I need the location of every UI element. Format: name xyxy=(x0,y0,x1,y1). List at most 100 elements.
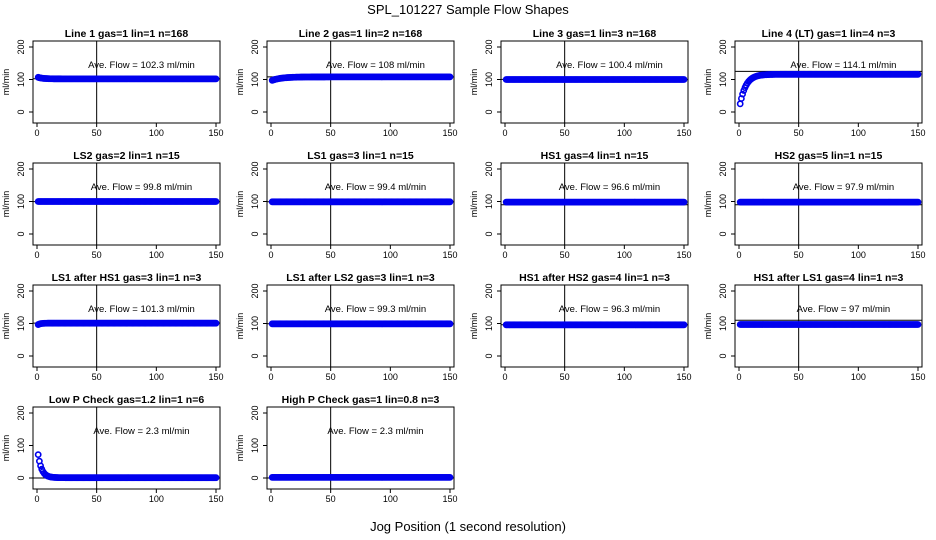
data-points xyxy=(268,73,454,84)
plot-frame xyxy=(32,162,221,246)
x-tick-label: 50 xyxy=(326,250,336,260)
y-tick-label: 0 xyxy=(16,475,26,480)
panel: LS1 after HS1 gas=3 lin=1 n=3 0 50 100 150 0 1… xyxy=(1,272,224,382)
x-tick-label: 50 xyxy=(92,128,102,138)
data-point xyxy=(212,198,220,205)
data-points xyxy=(736,70,922,108)
data-point xyxy=(914,321,922,328)
x-tick-label: 0 xyxy=(736,250,741,260)
x-tick-label: 50 xyxy=(794,372,804,382)
x-tick-label: 100 xyxy=(617,372,632,382)
x-tick-label: 150 xyxy=(442,250,457,260)
y-tick-label: 100 xyxy=(718,72,728,87)
panel-title: Line 2 gas=1 lin=2 n=168 xyxy=(299,28,423,40)
y-axis-label: ml/min xyxy=(703,313,713,340)
data-points xyxy=(268,320,454,328)
data-point xyxy=(736,100,744,108)
y-axis-label: ml/min xyxy=(703,191,713,218)
x-tick-label: 0 xyxy=(268,494,273,504)
average-flow-label: Ave. Flow = 101.3 ml/min xyxy=(88,304,195,315)
panel-title: High P Check gas=1 lin=0.8 n=3 xyxy=(282,394,440,406)
y-tick-label: 0 xyxy=(250,353,260,358)
data-point xyxy=(914,70,922,78)
average-flow-label: Ave. Flow = 99.3 ml/min xyxy=(325,304,426,315)
x-tick-label: 50 xyxy=(794,250,804,260)
x-tick-label: 0 xyxy=(268,372,273,382)
y-axis-label: ml/min xyxy=(469,313,479,340)
y-tick-label: 0 xyxy=(484,231,494,236)
data-points xyxy=(736,198,922,206)
panel: HS2 gas=5 lin=1 n=15 0 50 100 150 0 100 200 ml/m… xyxy=(703,150,926,260)
x-tick-label: 0 xyxy=(34,372,39,382)
data-point xyxy=(914,198,922,206)
x-tick-label: 150 xyxy=(910,128,925,138)
average-flow-label: Ave. Flow = 99.4 ml/min xyxy=(325,182,426,193)
x-tick-label: 100 xyxy=(617,128,632,138)
x-tick-label: 150 xyxy=(208,128,223,138)
y-tick-label: 200 xyxy=(250,405,260,420)
y-tick-label: 100 xyxy=(250,438,260,453)
x-tick-label: 150 xyxy=(208,372,223,382)
x-tick-label: 150 xyxy=(676,372,691,382)
y-tick-label: 0 xyxy=(16,353,26,358)
y-tick-label: 0 xyxy=(16,109,26,114)
x-tick-label: 100 xyxy=(851,128,866,138)
x-tick-label: 150 xyxy=(442,372,457,382)
y-tick-label: 100 xyxy=(16,438,26,453)
y-tick-label: 0 xyxy=(718,231,728,236)
panel: HS1 gas=4 lin=1 n=15 0 50 100 150 0 100 200 ml/m… xyxy=(469,150,692,260)
panel: LS1 gas=3 lin=1 n=15 0 50 100 150 0 100 200 ml/m… xyxy=(235,150,458,260)
y-tick-label: 100 xyxy=(718,316,728,331)
data-points xyxy=(34,451,220,482)
average-flow-label: Ave. Flow = 108 ml/min xyxy=(326,60,425,71)
plot-frame xyxy=(734,284,923,368)
x-tick-label: 100 xyxy=(383,128,398,138)
data-point xyxy=(680,321,688,329)
y-axis-label: ml/min xyxy=(1,435,11,462)
plot-frame xyxy=(500,162,689,246)
panel: LS1 after LS2 gas=3 lin=1 n=3 0 50 100 150 0 1… xyxy=(235,272,458,382)
x-tick-label: 0 xyxy=(502,128,507,138)
y-tick-label: 100 xyxy=(484,316,494,331)
plot-frame xyxy=(266,406,455,490)
average-flow-label: Ave. Flow = 96.6 ml/min xyxy=(559,182,660,193)
y-axis-label: ml/min xyxy=(235,435,245,462)
x-tick-label: 50 xyxy=(326,128,336,138)
figure-title: SPL_101227 Sample Flow Shapes xyxy=(367,2,569,17)
y-tick-label: 200 xyxy=(250,161,260,176)
y-tick-label: 100 xyxy=(250,72,260,87)
x-tick-label: 100 xyxy=(149,494,164,504)
x-tick-label: 150 xyxy=(208,494,223,504)
panel-title: HS2 gas=5 lin=1 n=15 xyxy=(775,150,883,162)
y-tick-label: 0 xyxy=(250,475,260,480)
y-tick-label: 100 xyxy=(16,194,26,209)
data-point xyxy=(212,474,220,482)
data-point xyxy=(446,473,454,481)
y-tick-label: 100 xyxy=(484,72,494,87)
panel-title: Line 4 (LT) gas=1 lin=4 n=3 xyxy=(762,28,896,40)
data-points xyxy=(34,198,220,205)
x-tick-label: 50 xyxy=(560,128,570,138)
panel: HS1 after LS1 gas=4 lin=1 n=3 0 50 100 150 0 1… xyxy=(703,272,926,382)
y-axis-label: ml/min xyxy=(703,69,713,96)
average-flow-label: Ave. Flow = 97.9 ml/min xyxy=(793,182,894,193)
y-axis-label: ml/min xyxy=(1,191,11,218)
data-point xyxy=(212,75,220,83)
x-tick-label: 0 xyxy=(34,494,39,504)
y-tick-label: 200 xyxy=(16,161,26,176)
data-point xyxy=(680,76,688,83)
data-points xyxy=(502,76,688,83)
average-flow-label: Ave. Flow = 2.3 ml/min xyxy=(93,426,189,437)
y-axis-label: ml/min xyxy=(469,191,479,218)
data-points xyxy=(34,73,220,83)
x-tick-label: 0 xyxy=(502,372,507,382)
x-tick-label: 150 xyxy=(676,250,691,260)
average-flow-label: Ave. Flow = 96.3 ml/min xyxy=(559,304,660,315)
plot-frame xyxy=(266,40,455,124)
panel: Line 4 (LT) gas=1 lin=4 n=3 0 50 100 150 0 100… xyxy=(703,28,926,138)
y-tick-label: 200 xyxy=(718,39,728,54)
panel-title: LS1 gas=3 lin=1 n=15 xyxy=(307,150,414,162)
data-point xyxy=(680,198,688,206)
average-flow-label: Ave. Flow = 114.1 ml/min xyxy=(790,60,896,71)
